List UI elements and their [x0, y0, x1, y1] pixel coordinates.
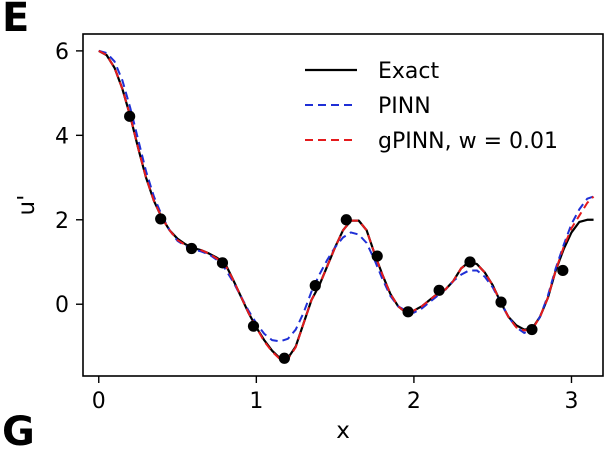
training-points — [124, 110, 569, 364]
training-point — [526, 323, 538, 336]
training-point — [185, 242, 198, 255]
training-point — [216, 257, 229, 269]
training-point — [464, 256, 476, 268]
training-point — [371, 250, 383, 262]
series-line-exact — [98, 49, 594, 360]
training-point — [278, 352, 290, 364]
training-point — [155, 213, 167, 225]
series-line-pinn — [98, 49, 594, 343]
training-point — [433, 284, 445, 296]
plot-frame — [82, 33, 604, 377]
panel-label-e: E — [2, 0, 30, 41]
training-point — [402, 306, 414, 318]
x-tick-label: 2 — [407, 389, 421, 414]
y-tick-label: 6 — [55, 40, 69, 65]
y-tick-label: 2 — [55, 209, 69, 234]
legend-label-pinn: PINN — [378, 94, 431, 119]
training-point — [247, 320, 260, 332]
legend-label-gpinn-w-0-01: gPINN, w = 0.01 — [378, 129, 558, 154]
panel-label-g: G — [2, 409, 35, 455]
training-point — [124, 110, 136, 122]
y-tick-label: 4 — [55, 124, 69, 149]
plot-lines — [98, 49, 595, 361]
legend: Exact PINN gPINN, w = 0.01 — [305, 59, 558, 154]
x-tick-label: 3 — [564, 389, 578, 414]
training-point — [309, 280, 321, 292]
x-tick-label: 0 — [92, 389, 106, 414]
training-point — [495, 296, 507, 308]
y-axis-label: u' — [14, 195, 40, 216]
x-axis-label: x — [336, 418, 350, 444]
y-tick-label: 0 — [55, 293, 69, 318]
legend-label-exact: Exact — [378, 59, 439, 84]
x-tick-label: 1 — [249, 389, 263, 414]
training-point — [340, 214, 352, 226]
training-point — [557, 264, 569, 277]
series-line-gpinn-w-0-01 — [98, 50, 595, 361]
x-axis-ticks: 0 1 2 3 — [92, 376, 578, 414]
y-axis-ticks: 0 2 4 6 — [55, 40, 83, 318]
